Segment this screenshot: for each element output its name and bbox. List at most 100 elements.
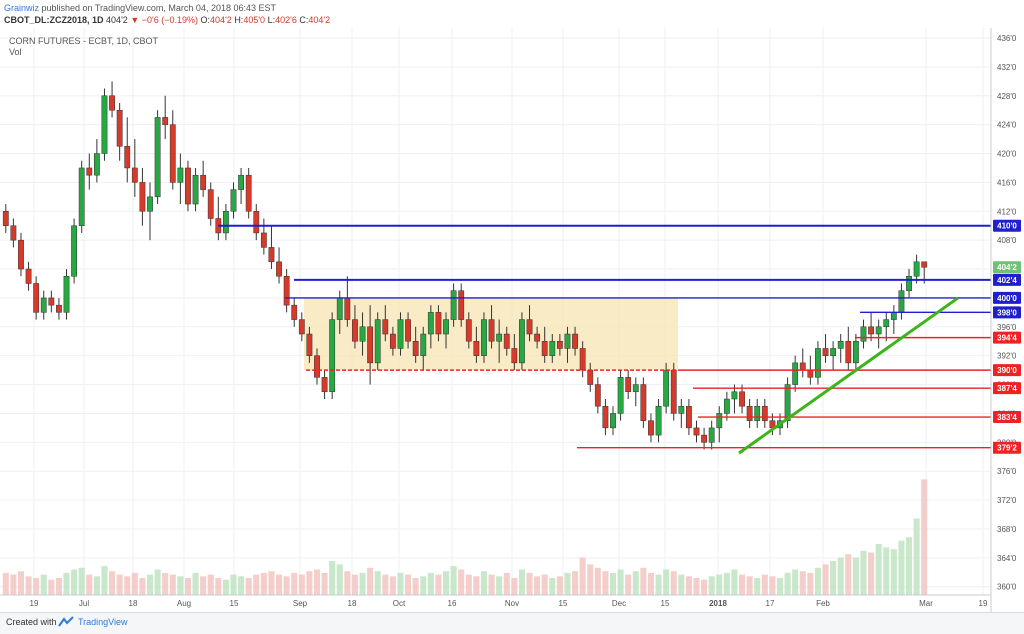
- y-tick-label: 428'0: [997, 92, 1017, 101]
- volume-bar: [367, 567, 374, 595]
- candle-body: [245, 174, 252, 212]
- candle-body: [921, 261, 928, 268]
- volume-bar: [473, 576, 480, 595]
- candle-body: [139, 182, 146, 212]
- symbol-label: CBOT_DL:ZCZ2018, 1D: [4, 15, 104, 25]
- candle-body: [579, 348, 586, 371]
- candle-body: [875, 326, 882, 335]
- tradingview-logo-icon[interactable]: [58, 616, 74, 628]
- candle-body: [48, 297, 55, 306]
- volume-bar: [215, 578, 222, 595]
- volume-bar: [663, 569, 670, 595]
- volume-bar: [549, 578, 556, 595]
- volume-bar: [792, 569, 799, 595]
- price-change: −0'6 (−0.19%): [141, 15, 199, 25]
- volume-bar: [10, 574, 17, 595]
- publisher-name[interactable]: Grainwiz: [4, 3, 40, 13]
- volume-bar: [678, 574, 685, 595]
- candle-body: [93, 153, 100, 176]
- volume-bar: [389, 576, 396, 595]
- volume-bar: [647, 572, 654, 595]
- price-label-tag: [993, 306, 1021, 319]
- volume-bar: [405, 574, 412, 595]
- volume-bar: [693, 578, 700, 595]
- candle-body: [648, 420, 654, 436]
- volume-bar: [253, 574, 260, 595]
- time-axis: 19 Jul 18 Aug 15 Sep 18 Oct 16 Nov 15 Dec 15 2018 17 Fe…: [30, 599, 988, 608]
- candle-body: [655, 405, 662, 436]
- volume-bar: [716, 574, 723, 595]
- footer: Created with TradingView: [0, 612, 1024, 634]
- candle-body: [731, 391, 738, 400]
- volume-bar: [852, 557, 859, 595]
- candle-body: [898, 290, 905, 313]
- candle-body: [784, 384, 791, 421]
- high-label: H:: [234, 15, 244, 25]
- volume-bar: [868, 552, 875, 595]
- volume-bar: [124, 576, 131, 595]
- created-with-label: Created with: [6, 617, 57, 627]
- volume-bar: [336, 564, 343, 595]
- price-label-text: 379'2: [997, 444, 1017, 453]
- volume-bar: [192, 572, 199, 595]
- volume-bar: [799, 571, 806, 595]
- candle-body: [526, 319, 533, 335]
- price-label-tag: [993, 331, 1021, 344]
- candles: [2, 81, 928, 450]
- volume-bar: [890, 549, 897, 595]
- volume-bar: [480, 571, 488, 595]
- volume-bar: [746, 576, 753, 595]
- volume-bar: [412, 578, 419, 595]
- y-tick-label: 412'0: [997, 207, 1017, 216]
- candle-body: [86, 167, 93, 176]
- trendline: [738, 296, 959, 455]
- price-label-tag: [993, 219, 1021, 232]
- candle-body: [185, 167, 191, 205]
- y-tick-label: 420'0: [997, 150, 1017, 159]
- volume-bar: [162, 572, 169, 595]
- candle-body: [131, 167, 138, 183]
- tradingview-brand-link[interactable]: TradingView: [78, 617, 128, 627]
- price-label-text: 410'0: [997, 222, 1017, 231]
- candle-body: [154, 117, 161, 198]
- price-label-text: 394'4: [997, 334, 1017, 343]
- candle-body: [56, 304, 62, 313]
- candle-body: [268, 247, 275, 263]
- volume-bar: [329, 561, 336, 595]
- volume-bar: [116, 574, 123, 595]
- volume-bar: [739, 574, 746, 595]
- candle-body: [890, 312, 897, 320]
- candle-body: [298, 319, 305, 335]
- candle-body: [306, 333, 313, 356]
- candle-body: [2, 211, 9, 226]
- candle-body: [109, 95, 115, 111]
- candle-body: [427, 312, 434, 335]
- x-tick-label: Dec: [612, 599, 626, 608]
- volume-bar: [723, 572, 730, 595]
- price-label-tag: [993, 364, 1021, 377]
- volume-bar: [93, 576, 100, 595]
- price-chart[interactable]: 436'0 432'0 428'0 424'0 420'0 416'0 412'0 408'0…: [0, 28, 1024, 612]
- x-tick-label: Nov: [505, 599, 519, 608]
- volume-bar: [291, 572, 298, 595]
- volume-bar: [420, 576, 427, 595]
- candle-body: [511, 348, 518, 364]
- candle-body: [223, 211, 229, 234]
- candle-body: [405, 319, 411, 342]
- volume-bar: [63, 572, 70, 595]
- candle-body: [534, 333, 541, 342]
- y-tick-label: 392'0: [997, 352, 1017, 361]
- candle-body: [458, 290, 465, 320]
- candle-body: [169, 124, 176, 183]
- horizontal-levels: [218, 224, 991, 449]
- volume-bar: [131, 572, 138, 595]
- volume-bar: [435, 574, 442, 595]
- candle-body: [632, 384, 639, 393]
- volume-bar: [200, 576, 207, 595]
- volume-bar: [313, 569, 321, 595]
- x-tick-label: 15: [230, 599, 239, 608]
- y-tick-label: 376'0: [997, 467, 1017, 476]
- y-tick-label: 396'0: [997, 323, 1017, 332]
- candle-body: [572, 333, 578, 349]
- volume-bar: [154, 569, 161, 595]
